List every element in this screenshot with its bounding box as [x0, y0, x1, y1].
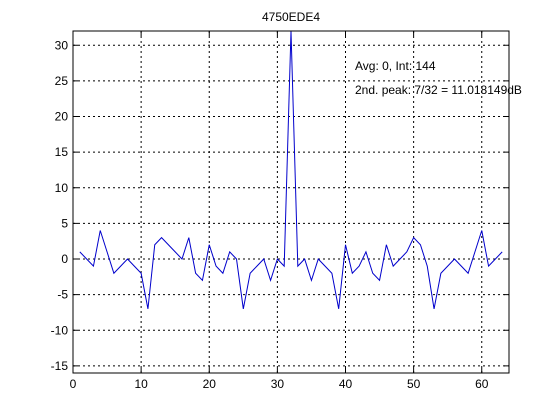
- y-tick-label: -5: [57, 288, 68, 302]
- annotation-average: Avg: 0, Int: 144: [355, 59, 436, 73]
- plot-area: [73, 31, 509, 373]
- x-tick-label: 20: [203, 377, 217, 391]
- x-tick-label: 30: [271, 377, 285, 391]
- x-tick-label: 60: [475, 377, 489, 391]
- y-tick-label: 0: [61, 252, 68, 266]
- y-tick-label: 30: [55, 38, 69, 52]
- x-tick-label: 10: [134, 377, 148, 391]
- chart-title: 4750EDE4: [262, 10, 320, 24]
- annotation-second-peak: 2nd. peak: 7/32 = 11.018149dB: [355, 83, 522, 97]
- x-tick-label: 0: [70, 377, 77, 391]
- y-tick-label: 15: [55, 145, 69, 159]
- plot-frame: [72, 30, 510, 374]
- axis-ticks: 0 10 20 30 40 50 60 -15 -10 -5 0 5 10 15 20 25 30: [51, 31, 509, 391]
- y-tick-label: -15: [51, 359, 69, 373]
- y-tick-label: 5: [61, 216, 68, 230]
- grid-lines: [73, 31, 509, 373]
- x-tick-label: 50: [407, 377, 421, 391]
- x-tick-label: 40: [339, 377, 353, 391]
- y-tick-label: -10: [51, 323, 69, 337]
- y-tick-label: 10: [55, 181, 69, 195]
- y-tick-label: 25: [55, 74, 69, 88]
- y-tick-label: 20: [55, 110, 69, 124]
